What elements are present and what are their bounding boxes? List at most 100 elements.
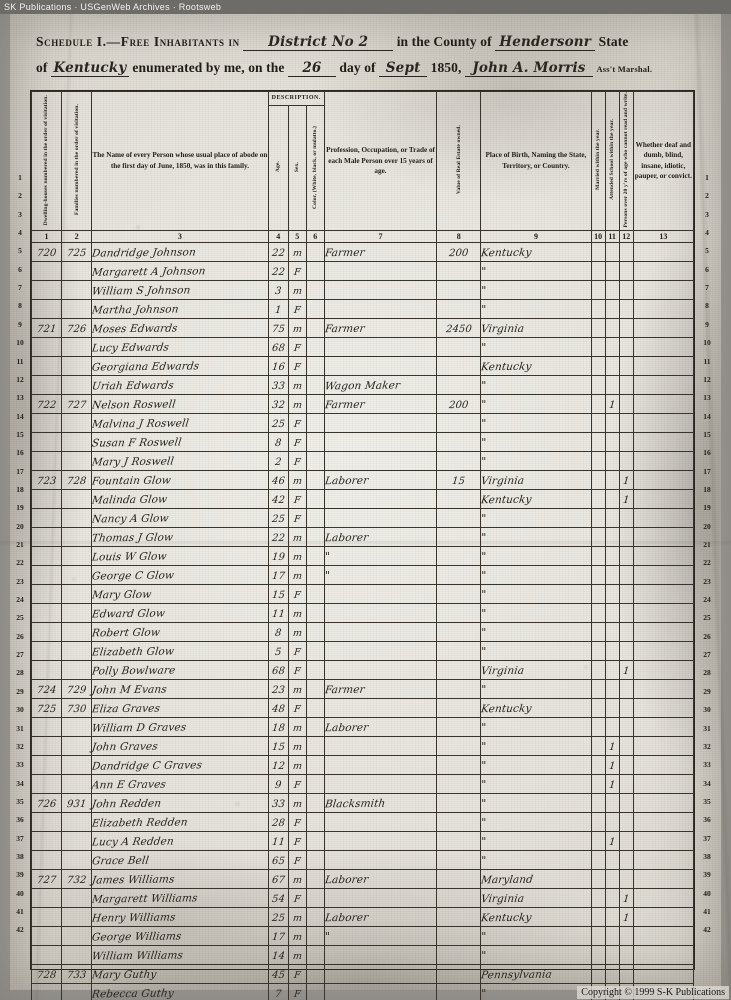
table-row[interactable]: 726 931 John Redden 33 m Blacksmith " xyxy=(30,792,695,813)
colnum-13: 13 xyxy=(632,229,695,243)
table-row[interactable]: Mary J Roswell 2 F " xyxy=(30,450,695,471)
table-row[interactable]: Thomas J Glow 22 m Laborer " xyxy=(30,526,695,547)
ink-name: Malvina J Roswell xyxy=(91,417,190,431)
cell-name: Malvina J Roswell xyxy=(91,412,269,433)
month-field[interactable]: Sept xyxy=(379,60,428,77)
ink-fam: 725 xyxy=(66,247,87,259)
ink-age: 18 xyxy=(271,722,286,734)
table-row[interactable]: Polly Bowlware 68 F Virginia 1 xyxy=(30,659,695,680)
cell-fam xyxy=(61,279,93,300)
header-cannot-read: Persons over 20 y'rs of age who cannot r… xyxy=(618,91,634,231)
cell-dw xyxy=(30,526,63,547)
ink-birth: " xyxy=(481,758,487,772)
table-row[interactable]: Lucy A Redden 11 F " 1 xyxy=(30,830,695,851)
cell-color xyxy=(305,925,325,946)
table-row[interactable]: 724 729 John M Evans 23 m Farmer " xyxy=(30,678,695,699)
ink-sex: m xyxy=(291,950,303,962)
table-row[interactable]: Henry Williams 25 m Laborer Kentucky 1 xyxy=(30,906,695,927)
table-row[interactable]: 722 727 Nelson Roswell 32 m Farmer 200 " 1 xyxy=(30,393,695,414)
ink-sex: F xyxy=(293,836,302,848)
cell-val xyxy=(436,716,482,737)
table-row[interactable]: Georgiana Edwards 16 F Kentucky xyxy=(30,355,695,376)
ink-birth: " xyxy=(481,549,487,563)
cell-r xyxy=(618,640,634,661)
cell-def xyxy=(632,906,695,927)
row-number-left: 11 xyxy=(16,356,24,366)
cell-fam xyxy=(61,849,93,870)
table-row[interactable]: William S Johnson 3 m " xyxy=(30,279,695,300)
marshal-signature-field[interactable]: John A. Morris xyxy=(464,60,593,77)
cell-r xyxy=(618,868,634,889)
table-row[interactable]: Elizabeth Redden 28 F " xyxy=(30,811,695,832)
ink-name: Georgiana Edwards xyxy=(91,360,201,374)
header-family: Families numbered in the order of visita… xyxy=(61,91,93,231)
cell-color xyxy=(305,944,325,965)
cell-val xyxy=(436,982,482,1000)
state-field[interactable]: Kentucky xyxy=(50,60,129,77)
table-row[interactable]: Ann E Graves 9 F " 1 xyxy=(30,773,695,794)
ink-birth: " xyxy=(481,283,487,297)
cell-s xyxy=(604,944,620,965)
cell-fam xyxy=(61,564,93,585)
cell-fam xyxy=(61,602,93,623)
ink-birth: " xyxy=(481,340,487,354)
table-row[interactable]: 728 733 Mary Guthy 45 F Pennsylvania xyxy=(30,963,695,984)
table-row[interactable]: Uriah Edwards 33 m Wagon Maker " xyxy=(30,374,695,395)
table-row[interactable]: 721 726 Moses Edwards 75 m Farmer 2450 Virginia xyxy=(30,317,695,338)
county-field[interactable]: Hendersonr xyxy=(495,34,596,51)
cell-age: 5 xyxy=(267,640,289,661)
table-row[interactable]: Margarett Williams 54 F Virginia 1 xyxy=(30,887,695,908)
cell-color xyxy=(305,374,325,395)
cell-def xyxy=(632,868,695,889)
table-row[interactable]: 720 725 Dandridge Johnson 22 m Farmer 200 Kentu… xyxy=(30,241,695,262)
row-number-right: 30 xyxy=(703,705,711,715)
ink-fam: 733 xyxy=(66,969,87,981)
table-row[interactable]: Mary Glow 15 F " xyxy=(30,583,695,604)
header-dwelling: Dwelling-houses numbered in the order of… xyxy=(30,91,63,231)
district-field[interactable]: District No 2 xyxy=(243,34,394,51)
cell-s: 1 xyxy=(604,830,620,851)
cell-s xyxy=(604,260,620,281)
table-row[interactable]: 723 728 Fountain Glow 46 m Laborer 15 Virginia 1 xyxy=(30,469,695,490)
cell-def xyxy=(632,507,695,528)
table-row[interactable]: Malvina J Roswell 25 F " xyxy=(30,412,695,433)
cell-val xyxy=(436,583,482,604)
ink-name: Henry Williams xyxy=(91,911,177,925)
table-row[interactable]: Lucy Edwards 68 F " xyxy=(30,336,695,357)
cell-sex: F xyxy=(287,659,307,680)
ink-sex: F xyxy=(293,779,302,791)
table-row[interactable]: Dandridge C Graves 12 m " 1 xyxy=(30,754,695,775)
table-row[interactable]: Elizabeth Glow 5 F " xyxy=(30,640,695,661)
table-row[interactable]: Nancy A Glow 25 F " xyxy=(30,507,695,528)
table-row[interactable]: Robert Glow 8 m " xyxy=(30,621,695,642)
table-row[interactable]: Edward Glow 11 m " xyxy=(30,602,695,623)
table-row[interactable]: John Graves 15 m " 1 xyxy=(30,735,695,756)
cell-occ xyxy=(323,412,438,433)
table-row[interactable]: Grace Bell 65 F " xyxy=(30,849,695,870)
table-row[interactable]: George C Glow 17 m " " xyxy=(30,564,695,585)
day-field[interactable]: 26 xyxy=(287,60,336,77)
table-row[interactable]: William D Graves 18 m Laborer " xyxy=(30,716,695,737)
cell-fam xyxy=(61,355,93,376)
table-row[interactable]: Martha Johnson 1 F " xyxy=(30,298,695,319)
cell-dw: 722 xyxy=(30,393,63,414)
table-row[interactable]: 727 732 James Williams 67 m Laborer Maryland xyxy=(30,868,695,889)
row-number-left: 32 xyxy=(16,741,24,751)
table-row[interactable]: Malinda Glow 42 F Kentucky 1 xyxy=(30,488,695,509)
header-name: The Name of every Person whose usual pla… xyxy=(91,91,269,231)
table-row[interactable]: Louis W Glow 19 m " " xyxy=(30,545,695,566)
table-row[interactable]: George Williams 17 m " " xyxy=(30,925,695,946)
ink-age: 2 xyxy=(274,456,282,468)
county-label: in the County of xyxy=(396,34,492,49)
table-row[interactable]: Susan F Roswell 8 F " xyxy=(30,431,695,452)
cell-val xyxy=(436,925,482,946)
ink-sex: m xyxy=(291,874,303,886)
ink-age: 65 xyxy=(271,855,286,867)
table-row[interactable]: Margarett A Johnson 22 F " xyxy=(30,260,695,281)
table-row[interactable]: 725 730 Eliza Graves 48 F Kentucky xyxy=(30,697,695,718)
cell-age: 65 xyxy=(267,849,289,870)
cell-sex: F xyxy=(287,507,307,528)
cell-r xyxy=(618,393,634,414)
cell-def xyxy=(632,887,695,908)
table-row[interactable]: William Williams 14 m " xyxy=(30,944,695,965)
